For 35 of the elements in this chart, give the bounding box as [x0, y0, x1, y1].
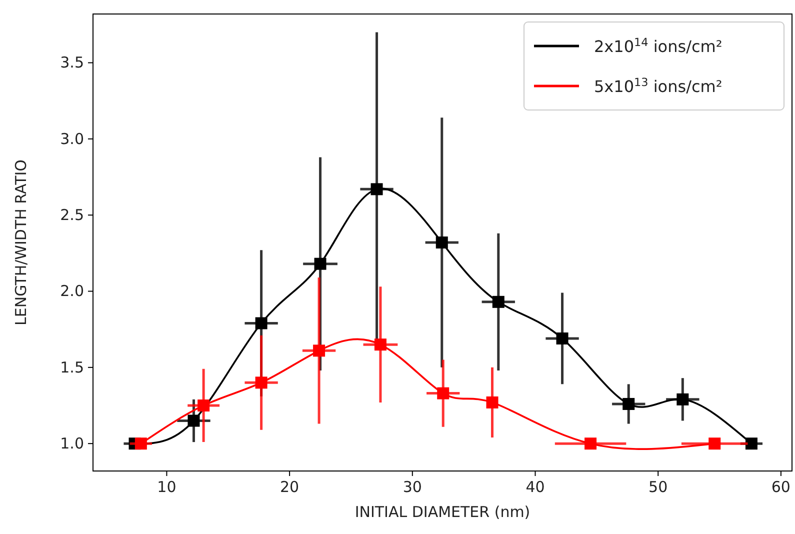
point	[313, 344, 326, 357]
point	[745, 438, 758, 450]
point	[314, 258, 326, 270]
point	[255, 376, 268, 389]
x-tick-label: 10	[157, 478, 176, 496]
point	[370, 183, 383, 196]
y-tick-label: 3.0	[60, 130, 84, 148]
point	[622, 398, 635, 410]
legend-label: 2x10$^{14}$ ions/cm²	[594, 36, 722, 56]
point	[198, 399, 210, 412]
x-tick-label: 40	[526, 478, 545, 496]
point	[437, 387, 450, 400]
point	[676, 393, 689, 406]
y-tick-label: 2.0	[60, 282, 84, 300]
x-tick-label: 30	[402, 478, 422, 496]
point	[188, 414, 200, 427]
x-tick-label: 60	[771, 478, 790, 496]
point	[134, 438, 147, 450]
y-tick-label: 3.5	[60, 54, 84, 72]
point	[556, 332, 568, 344]
point	[492, 296, 504, 308]
x-tick-label: 50	[648, 478, 668, 496]
point	[486, 396, 498, 408]
y-tick-label: 1.5	[60, 358, 84, 376]
y-tick-label: 2.5	[60, 206, 84, 224]
point	[436, 236, 448, 248]
x-tick-label: 20	[280, 478, 300, 496]
y-axis-title: LENGTH/WIDTH RATIO	[12, 160, 30, 326]
point	[708, 438, 721, 450]
x-axis-title: INITIAL DIAMETER (nm)	[354, 503, 530, 521]
point	[374, 338, 386, 351]
point	[255, 317, 268, 330]
point	[584, 438, 597, 450]
legend-label: 5x10$^{13}$ ions/cm²	[594, 76, 722, 96]
y-tick-label: 1.0	[60, 434, 84, 453]
